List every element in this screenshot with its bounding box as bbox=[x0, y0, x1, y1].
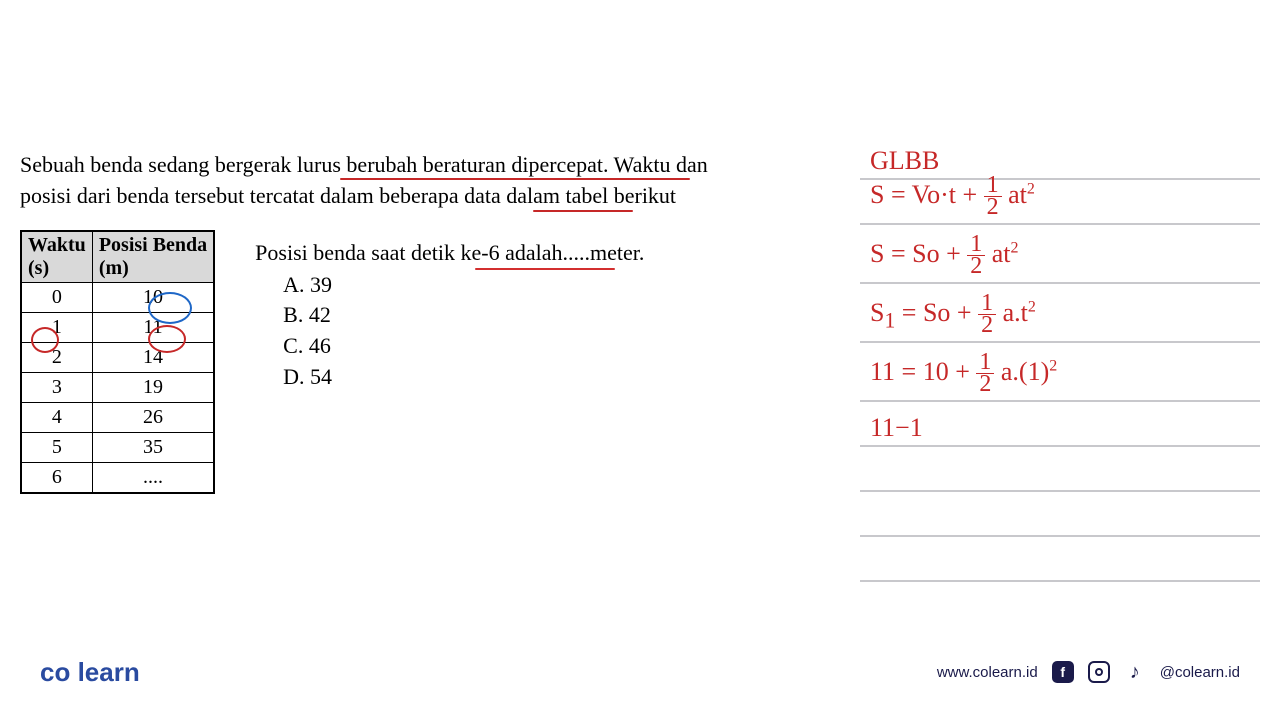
option-c: C. 46 bbox=[283, 331, 644, 362]
facebook-icon: f bbox=[1052, 661, 1074, 683]
cell-time: 3 bbox=[21, 372, 92, 402]
th-pos-unit: (m) bbox=[99, 257, 207, 280]
handwritten-text: GLBB bbox=[870, 148, 939, 174]
cell-position: .... bbox=[92, 462, 214, 493]
option-b: B. 42 bbox=[283, 300, 644, 331]
table-row: 426 bbox=[21, 402, 214, 432]
problem-line-2: posisi dari benda tersebut tercatat dala… bbox=[20, 183, 676, 208]
table-and-question: Waktu (s) Posisi Benda (m) 0101112143194… bbox=[20, 230, 860, 494]
question-block: Posisi benda saat detik ke-6 adalah.....… bbox=[255, 240, 644, 393]
logo-left: co bbox=[40, 657, 70, 687]
logo-dot bbox=[70, 657, 77, 687]
note-line-empty bbox=[860, 537, 1260, 582]
footer-right: www.colearn.id f ♪ @colearn.id bbox=[937, 661, 1240, 683]
note-line: S = So + 12 at2 bbox=[860, 239, 1260, 284]
cell-position: 11 bbox=[92, 312, 214, 342]
note-line: S = Vo·t + 12 at2 bbox=[860, 180, 1260, 225]
table-header-time: Waktu (s) bbox=[21, 231, 92, 283]
handwritten-text: 11 = 10 + 12 a.(1)2 bbox=[870, 352, 1057, 396]
answer-options: A. 39 B. 42 C. 46 D. 54 bbox=[283, 270, 644, 393]
problem-area: Sebuah benda sedang bergerak lurus berub… bbox=[20, 150, 860, 494]
data-table: Waktu (s) Posisi Benda (m) 0101112143194… bbox=[20, 230, 215, 494]
option-d: D. 54 bbox=[283, 362, 644, 393]
tiktok-icon: ♪ bbox=[1124, 661, 1146, 683]
cell-position: 19 bbox=[92, 372, 214, 402]
th-pos-label: Posisi Benda bbox=[99, 234, 207, 256]
cell-time: 6 bbox=[21, 462, 92, 493]
cell-position: 14 bbox=[92, 342, 214, 372]
handwritten-text: S1 = So + 12 a.t2 bbox=[870, 293, 1036, 337]
table-row: 111 bbox=[21, 312, 214, 342]
cell-time: 2 bbox=[21, 342, 92, 372]
cell-time: 1 bbox=[21, 312, 92, 342]
red-underline-1 bbox=[340, 178, 690, 180]
table-header-position: Posisi Benda (m) bbox=[92, 231, 214, 283]
th-time-label: Waktu bbox=[28, 234, 86, 256]
handwritten-text: 11−1 bbox=[870, 415, 923, 441]
cell-position: 35 bbox=[92, 432, 214, 462]
note-line: GLBB bbox=[860, 135, 1260, 180]
cell-position: 26 bbox=[92, 402, 214, 432]
note-line: S1 = So + 12 a.t2 bbox=[860, 298, 1260, 343]
th-time-unit: (s) bbox=[28, 257, 86, 280]
instagram-icon bbox=[1088, 661, 1110, 683]
footer: co learn www.colearn.id f ♪ @colearn.id bbox=[0, 652, 1280, 692]
footer-handle: @colearn.id bbox=[1160, 664, 1240, 681]
footer-url: www.colearn.id bbox=[937, 664, 1038, 681]
brand-logo: co learn bbox=[40, 657, 140, 688]
table-row: 319 bbox=[21, 372, 214, 402]
note-line-empty bbox=[860, 492, 1260, 537]
table-row: 214 bbox=[21, 342, 214, 372]
handwritten-notes: GLBBS = Vo·t + 12 at2S = So + 12 at2S1 =… bbox=[860, 135, 1260, 565]
note-line-empty bbox=[860, 447, 1260, 492]
note-line: 11−1 bbox=[860, 402, 1260, 447]
question-stem: Posisi benda saat detik ke-6 adalah.....… bbox=[255, 240, 644, 266]
problem-text: Sebuah benda sedang bergerak lurus berub… bbox=[20, 150, 860, 212]
red-underline-2 bbox=[533, 210, 633, 212]
cell-position: 10 bbox=[92, 282, 214, 312]
handwritten-text: S = So + 12 at2 bbox=[870, 234, 1019, 278]
table-row: 010 bbox=[21, 282, 214, 312]
table-row: 535 bbox=[21, 432, 214, 462]
cell-time: 5 bbox=[21, 432, 92, 462]
option-a: A. 39 bbox=[283, 270, 644, 301]
cell-time: 4 bbox=[21, 402, 92, 432]
red-underline-question bbox=[475, 268, 615, 270]
handwritten-text: S = Vo·t + 12 at2 bbox=[870, 175, 1035, 219]
problem-line-1: Sebuah benda sedang bergerak lurus berub… bbox=[20, 152, 708, 177]
cell-time: 0 bbox=[21, 282, 92, 312]
note-line: 11 = 10 + 12 a.(1)2 bbox=[860, 357, 1260, 402]
table-row: 6.... bbox=[21, 462, 214, 493]
logo-right: learn bbox=[78, 657, 140, 687]
